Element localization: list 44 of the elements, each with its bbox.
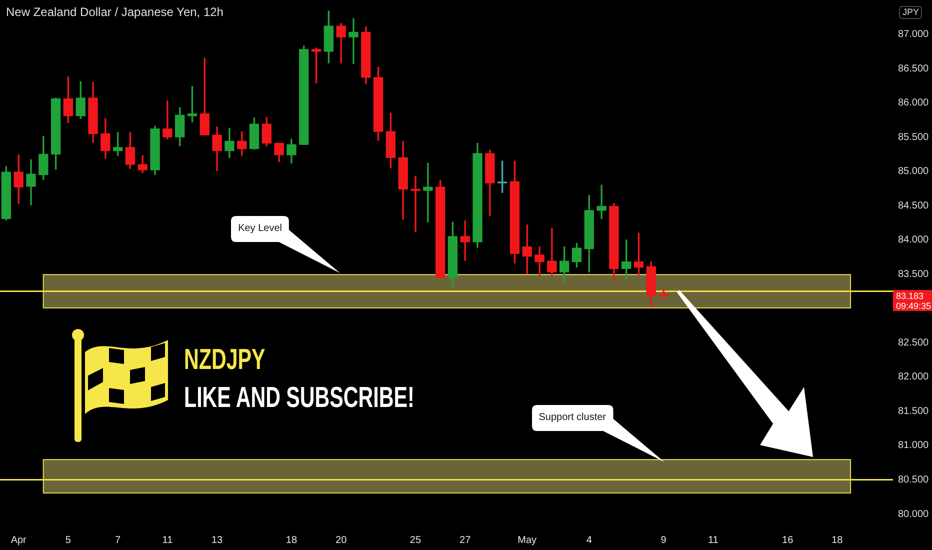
y-tick-label: 81.500 [898,406,930,417]
x-tick-label: 18 [832,534,844,546]
x-tick-label: 27 [460,534,472,546]
x-tick-label: 20 [336,534,348,546]
text: 83.183 [896,290,924,301]
x-tick-label: Apr [10,534,28,546]
y-tick-label: 82.000 [898,372,930,383]
x-tick-label: 11 [708,534,719,546]
annotation: Key Level [238,223,282,234]
y-tick-label: 81.000 [898,440,930,452]
candlestick [410,176,420,232]
annotation: Support cluster [538,412,606,423]
y-axis-title: JPY [902,7,919,17]
annotation: LIKE AND SUBSCRIBE! [184,382,414,414]
y-tick-label: 85.500 [898,132,930,143]
candlestick [348,18,358,64]
chart-title: New Zealand Dollar / Japanese Yen, 12h [6,5,224,19]
x-tick-label: 5 [65,534,72,546]
candlestick [658,288,668,298]
y-tick-label: 85.000 [898,166,930,178]
x-tick-label: 9 [660,534,667,546]
y-tick-label: 86.000 [898,98,930,109]
y-tick-label: 80.000 [898,508,930,520]
candlestick [596,184,606,219]
y-tick-label: 80.500 [898,474,930,486]
candlestick [162,100,172,140]
x-tick-label: May [518,534,537,546]
text: 09:49:35 [896,300,932,311]
y-tick-label: 86.500 [898,63,930,74]
x-tick-label: 18 [286,534,298,546]
candlestick [534,246,544,277]
y-tick-label: 82.500 [898,337,930,348]
x-tick-label: 25 [410,534,422,546]
x-tick-label: 16 [782,534,794,546]
y-tick-label: 84.500 [898,200,930,212]
y-tick-label: 84.000 [898,234,930,246]
y-tick-label: 87.000 [898,29,930,40]
x-tick-label: 11 [162,534,174,546]
x-tick-label: 13 [211,534,224,546]
y-tick-label: 83.500 [898,268,930,280]
x-tick-label: 7 [115,534,122,546]
annotation: NZDJPY [184,344,266,376]
x-tick-label: 4 [586,534,592,546]
candlestick [547,228,557,277]
